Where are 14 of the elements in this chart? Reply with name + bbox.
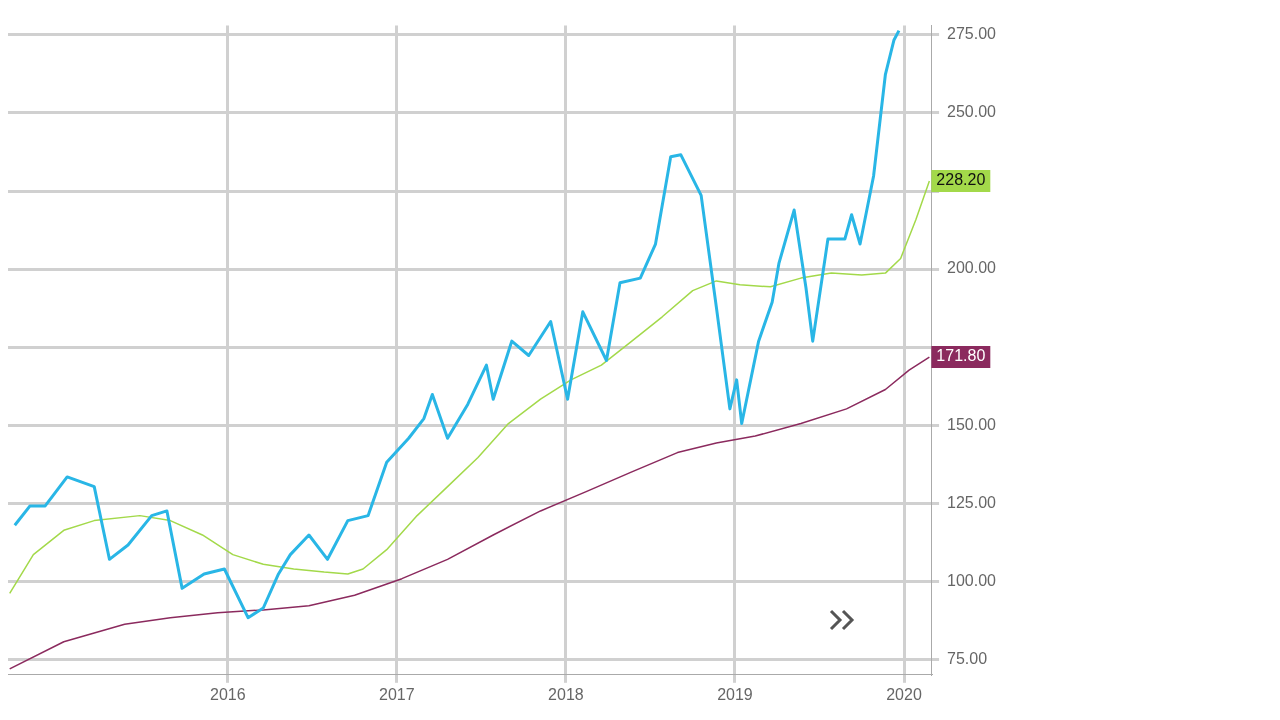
x-tick-label: 2018: [548, 685, 584, 703]
x-tick-label: 2019: [717, 685, 753, 703]
x-tick-label: 2016: [209, 685, 246, 703]
annotation: 171.80: [936, 347, 986, 365]
y-tick-label: 150.00: [947, 415, 997, 433]
y-tick-label: 100.00: [947, 571, 997, 589]
x-tick-label: 2020: [886, 685, 922, 703]
annotation: 228.20: [936, 171, 986, 189]
y-tick-label: 200.00: [947, 259, 997, 277]
y-tick-label: 75.00: [947, 649, 988, 667]
y-tick-label: 275.00: [947, 25, 997, 43]
y-tick-label: 125.00: [947, 493, 997, 511]
y-tick-label: 250.00: [947, 103, 997, 121]
x-tick-label: 2017: [379, 685, 415, 703]
